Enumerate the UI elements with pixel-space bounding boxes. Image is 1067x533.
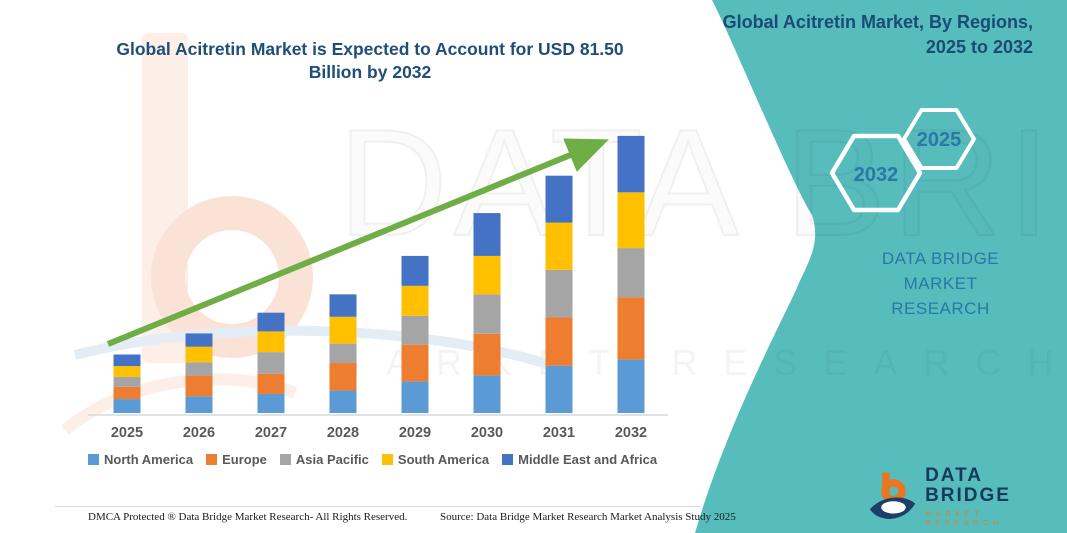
bar-segment-2031-asia-pacific [545,269,573,318]
bar-segment-2028-asia-pacific [329,343,357,364]
x-axis-label-2030: 2030 [471,425,503,441]
bar-segment-2030-south-america [473,255,501,295]
bar-segment-2029-north-america [401,381,429,413]
hexagon-2025-year: 2025 [917,129,962,151]
legend-swatch-asia-pacific [279,454,291,465]
bar-segment-2028-europe [329,363,357,391]
x-axis-label-2028: 2028 [327,425,359,441]
bar-segment-2032-europe [617,297,645,360]
bar-segment-2032-middle-east-and-africa [617,135,645,193]
footer-source: Source: Data Bridge Market Research Mark… [440,511,736,523]
legend-label-north-america: North America [104,452,194,467]
x-axis-label-2031: 2031 [543,425,575,441]
footer-copyright: DMCA Protected ® Data Bridge Market Rese… [88,511,408,523]
x-axis-label-2026: 2026 [183,425,215,441]
bar-segment-2027-asia-pacific [257,352,285,374]
bar-segment-2029-europe [401,344,429,382]
bar-segment-2027-europe [257,373,285,394]
panel-heading-line2: 2025 to 2032 [925,37,1033,57]
legend-swatch-middle-east-and-africa [502,454,514,465]
legend-item-asia-pacific: Asia Pacific [279,452,369,467]
chart-title-line1: Global Acitretin Market is Expected to A… [116,39,624,59]
legend-label-asia-pacific: Asia Pacific [295,452,369,467]
x-axis-label-2032: 2032 [615,425,647,441]
panel-heading-line1: Global Acitretin Market, By Regions, [722,12,1033,32]
bar-segment-2031-europe [545,317,573,366]
bar-segment-2026-south-america [185,346,213,363]
bar-segment-2026-middle-east-and-africa [185,333,213,347]
databridge-logo: DATA BRIDGE MARKET RESEARCH [868,466,1067,527]
legend-item-middle-east-and-africa: Middle East and Africa [502,452,657,467]
bar-segment-2025-europe [113,386,141,400]
bar-segment-2028-south-america [329,316,357,344]
logo-name: DATA BRIDGE [925,465,1011,506]
panel-heading: Global Acitretin Market, By Regions, 202… [703,10,1033,60]
bar-segment-2027-south-america [257,331,285,353]
databridge-logo-icon [869,471,916,519]
bar-segment-2025-south-america [113,366,141,377]
logo-subtitle: MARKET RESEARCH [925,509,1003,527]
bar-segment-2027-north-america [257,393,285,413]
bar-segment-2026-asia-pacific [185,362,213,376]
brand-text-line2: RESEARCH [891,299,990,318]
hexagon-2032-year: 2032 [854,164,899,186]
bar-segment-2025-middle-east-and-africa [113,354,141,367]
legend-label-middle-east-and-africa: Middle East and Africa [518,452,658,467]
hexagon-badges: 2025 2032 [829,108,976,213]
bar-segment-2026-europe [185,375,213,397]
x-axis-label-2029: 2029 [399,425,431,441]
bar-segment-2028-north-america [329,390,357,413]
bar-segment-2030-north-america [473,375,501,413]
chart-title: Global Acitretin Market is Expected to A… [95,38,645,84]
legend-item-europe: Europe [206,452,267,467]
x-axis-label-2025: 2025 [111,425,143,441]
chart-legend: North America Europe Asia Pacific South Ame… [88,452,688,467]
brand-text-block: DATA BRIDGE MARKET RESEARCH [843,246,1038,321]
legend-item-north-america: North America [88,452,193,467]
chart-title-line2: Billion by 2032 [308,62,432,82]
bar-segment-2025-north-america [113,399,141,413]
legend-swatch-europe [206,454,218,465]
legend-swatch-south-america [381,454,393,465]
bar-segment-2030-asia-pacific [473,294,501,334]
bar-segment-2025-asia-pacific [113,376,141,387]
bar-segment-2030-europe [473,333,501,376]
legend-label-south-america: South America [397,452,490,467]
bar-segment-2029-middle-east-and-africa [401,255,429,286]
brand-text-line1: DATA BRIDGE MARKET [881,249,1000,293]
bar-segment-2030-middle-east-and-africa [473,213,501,256]
databridge-logo-text: DATA BRIDGE MARKET RESEARCH [925,465,1067,528]
bar-segment-2029-asia-pacific [401,315,429,345]
bar-segment-2031-middle-east-and-africa [545,175,573,223]
legend-swatch-north-america [88,454,99,465]
bar-segment-2026-north-america [185,396,213,413]
bar-segment-2029-south-america [401,285,429,316]
bar-segment-2031-north-america [545,365,573,413]
legend-item-south-america: South America [381,452,490,467]
bar-segment-2032-asia-pacific [617,248,645,298]
footer-divider [55,506,700,507]
bar-segment-2028-middle-east-and-africa [329,294,357,317]
legend-label-europe: Europe [222,452,267,467]
x-axis-label-2027: 2027 [255,425,287,441]
stacked-bar-chart: 2025 2026 2027 2028 2029 2030 2031 2032 [88,135,668,441]
bar-segment-2032-south-america [617,192,645,249]
bar-segment-2027-middle-east-and-africa [257,312,285,332]
bar-segment-2031-south-america [545,222,573,270]
bar-segment-2032-north-america [617,359,645,413]
